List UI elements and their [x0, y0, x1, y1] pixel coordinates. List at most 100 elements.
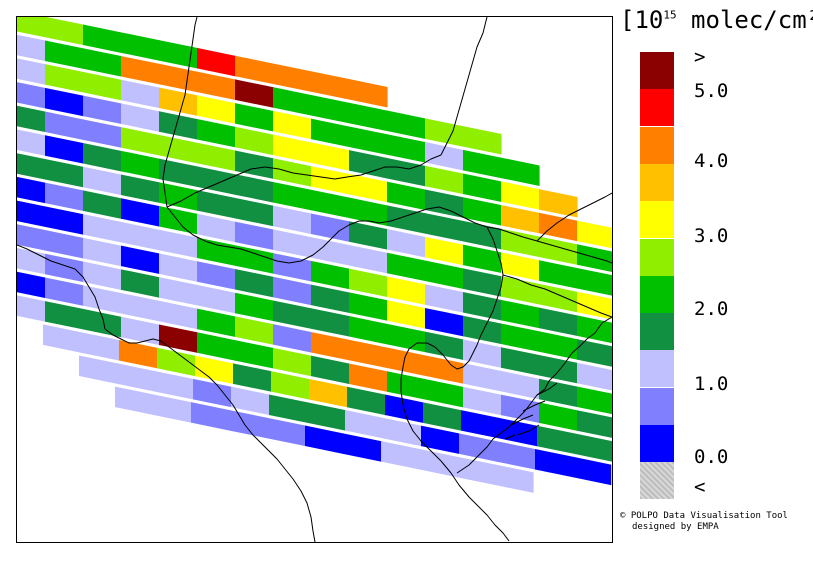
legend-tick-label: 3.0	[694, 225, 729, 247]
swath-pixel	[17, 82, 46, 109]
swath-pixel	[267, 417, 306, 447]
swath-pixel	[425, 213, 464, 242]
swath-pixel	[501, 276, 540, 305]
swath-pixel	[17, 105, 46, 133]
swath-pixel	[425, 118, 464, 147]
swath-pixel	[311, 331, 350, 361]
swath-pixel	[83, 214, 122, 243]
swath-pixel	[463, 315, 502, 345]
swath-pixel	[197, 95, 236, 124]
swath-pixel	[121, 269, 160, 298]
swath-pixel	[159, 87, 198, 116]
swath-pixel	[495, 464, 534, 493]
swath-pixel	[159, 40, 198, 69]
swath-pixel	[425, 355, 464, 384]
swath-pixel	[463, 197, 502, 226]
coastlines-and-borders	[17, 17, 612, 542]
swath-pixel	[387, 229, 426, 258]
swath-pixel	[45, 111, 84, 140]
swath-pixel	[83, 24, 122, 53]
swath-pixel	[159, 300, 198, 330]
swath-pixel	[309, 378, 348, 408]
swath-pixel	[191, 402, 230, 431]
swath-pixel	[425, 331, 464, 361]
swath-pixel	[311, 71, 350, 100]
swath-pixel	[347, 386, 386, 416]
swath-pixel	[235, 197, 274, 227]
swath-pixel	[159, 253, 198, 282]
swath-pixel	[421, 425, 460, 455]
swath-pixel	[349, 363, 388, 392]
swath-pixel	[197, 119, 236, 148]
swath-pixel	[425, 307, 464, 337]
swath-pixel	[83, 237, 122, 267]
swath-pixel	[83, 190, 122, 219]
swath-pixel	[501, 157, 540, 187]
legend-title-exponent: 15	[663, 8, 677, 22]
swath-pixel	[349, 244, 388, 274]
swath-pixel	[387, 110, 426, 139]
map-panel[interactable]	[16, 16, 613, 543]
swath-pixel	[83, 143, 122, 172]
swath-pixel	[273, 87, 312, 116]
swath-pixel	[425, 379, 464, 408]
swath-pixel	[195, 355, 234, 385]
swath-pixel	[121, 174, 160, 203]
swath-pixel	[577, 362, 612, 391]
swath-pixel	[425, 284, 464, 313]
swath-pixel	[17, 295, 46, 322]
swath-pixel	[229, 409, 268, 439]
swath-pixel	[273, 229, 312, 258]
swath-pixel	[537, 425, 576, 455]
swath-pixel	[155, 371, 194, 400]
swath-pixel	[539, 355, 578, 384]
swath-pixel	[45, 87, 84, 117]
swath-pixel	[387, 252, 426, 282]
swath-pixel	[573, 456, 612, 486]
swath-pixel	[425, 165, 464, 195]
swath-pixel	[311, 284, 350, 313]
swath-pixel	[45, 158, 84, 188]
swath-pixel	[197, 237, 236, 266]
coastline-istria	[450, 318, 490, 370]
swath-pixel	[17, 153, 46, 180]
swath-pixel	[159, 206, 198, 235]
swath-pixel	[463, 268, 502, 297]
swath-pixel	[535, 448, 574, 478]
swath-pixel	[83, 285, 122, 314]
swath-pixel	[159, 324, 198, 353]
swath-pixel	[121, 316, 160, 346]
swath-pixel	[83, 119, 122, 148]
swath-pixel	[463, 149, 502, 179]
swath-pixel	[425, 260, 464, 289]
swath-pixel	[197, 284, 236, 314]
swath-pixel	[17, 34, 46, 62]
swath-pixel	[159, 111, 198, 140]
swath-pixel	[343, 433, 382, 462]
swath-pixel	[159, 158, 198, 188]
swath-pixel	[311, 213, 350, 242]
swath-pixel	[311, 308, 350, 337]
legend-swatch	[640, 89, 674, 127]
swath-pixel	[79, 355, 118, 384]
swath-pixel	[45, 253, 84, 283]
legend-tick-label: 4.0	[694, 150, 729, 172]
swath-pixel	[463, 244, 502, 274]
coastline-adriatic-east	[456, 316, 612, 474]
swath-pixel	[311, 189, 350, 219]
swath-pixel	[577, 410, 612, 438]
swath-pixel	[307, 402, 346, 431]
satellite-swath	[17, 17, 612, 493]
swath-pixel	[425, 189, 464, 218]
map-canvas[interactable]	[17, 17, 612, 542]
swath-pixel	[311, 166, 350, 195]
swath-pixel	[425, 236, 464, 266]
swath-pixel	[463, 126, 502, 155]
swath-pixel	[349, 150, 388, 179]
swath-pixel	[463, 292, 502, 321]
swath-pixel	[311, 237, 350, 266]
swath-pixel	[311, 118, 350, 148]
swath-pixel	[271, 371, 310, 400]
legend-tick-label: 1.0	[694, 373, 729, 395]
swath-pixel	[457, 456, 496, 486]
